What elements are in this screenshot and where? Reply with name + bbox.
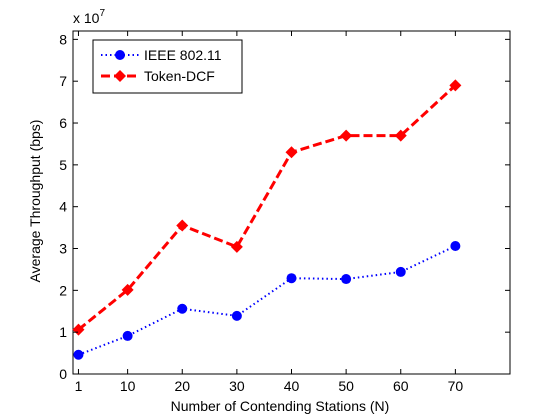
y-tick-label: 6: [59, 115, 67, 131]
x-tick-label: 70: [448, 378, 464, 394]
data-point-ieee-802-11: [73, 349, 84, 360]
data-point-ieee-802-11: [395, 266, 406, 277]
series-line-token-dcf: [77, 84, 457, 331]
data-point-token-dcf: [340, 129, 353, 142]
y-exponent-label: x 107: [73, 8, 105, 26]
x-tick-label: 1: [75, 378, 83, 394]
data-point-ieee-802-11: [341, 274, 352, 285]
series-line-ieee-802-11: [78, 245, 456, 356]
legend-box: [92, 39, 243, 94]
data-point-token-dcf: [230, 240, 243, 253]
data-point-ieee-802-11: [122, 330, 133, 341]
legend-label-token: Token-DCF: [144, 68, 215, 84]
data-point-token-dcf: [285, 146, 298, 159]
x-tick-label: 20: [174, 378, 190, 394]
y-tick-label: 8: [59, 31, 67, 47]
y-tick-label: 7: [59, 73, 67, 89]
y-tick-label: 2: [59, 282, 67, 298]
data-point-ieee-802-11: [177, 303, 188, 314]
y-tick-label: 0: [59, 366, 67, 382]
data-point-token-dcf: [394, 129, 407, 142]
x-tick-label: 60: [393, 378, 409, 394]
legend-marker-token: [114, 70, 126, 82]
y-tick-label: 4: [59, 199, 67, 215]
x-tick-label: 30: [229, 378, 245, 394]
data-point-ieee-802-11: [231, 310, 242, 321]
x-tick-label: 50: [338, 378, 354, 394]
legend-marker-ieee: [115, 50, 125, 60]
data-point-token-dcf: [449, 79, 462, 92]
y-axis-label: Average Throughput (bps): [27, 120, 43, 283]
data-point-ieee-802-11: [450, 241, 461, 252]
x-tick-label: 10: [120, 378, 136, 394]
y-tick-label: 1: [59, 324, 67, 340]
legend-label-ieee: IEEE 802.11: [144, 47, 222, 63]
x-axis-label: Number of Contending Stations (N): [171, 398, 390, 414]
data-point-token-dcf: [121, 283, 134, 296]
legend: IEEE 802.11 Token-DCF: [92, 39, 243, 94]
x-tick-label: 40: [284, 378, 300, 394]
data-point-ieee-802-11: [286, 273, 297, 284]
y-tick-label: 3: [59, 241, 67, 257]
data-point-token-dcf: [176, 219, 189, 232]
series-layer: [72, 79, 462, 360]
y-tick-label: 5: [59, 157, 67, 173]
